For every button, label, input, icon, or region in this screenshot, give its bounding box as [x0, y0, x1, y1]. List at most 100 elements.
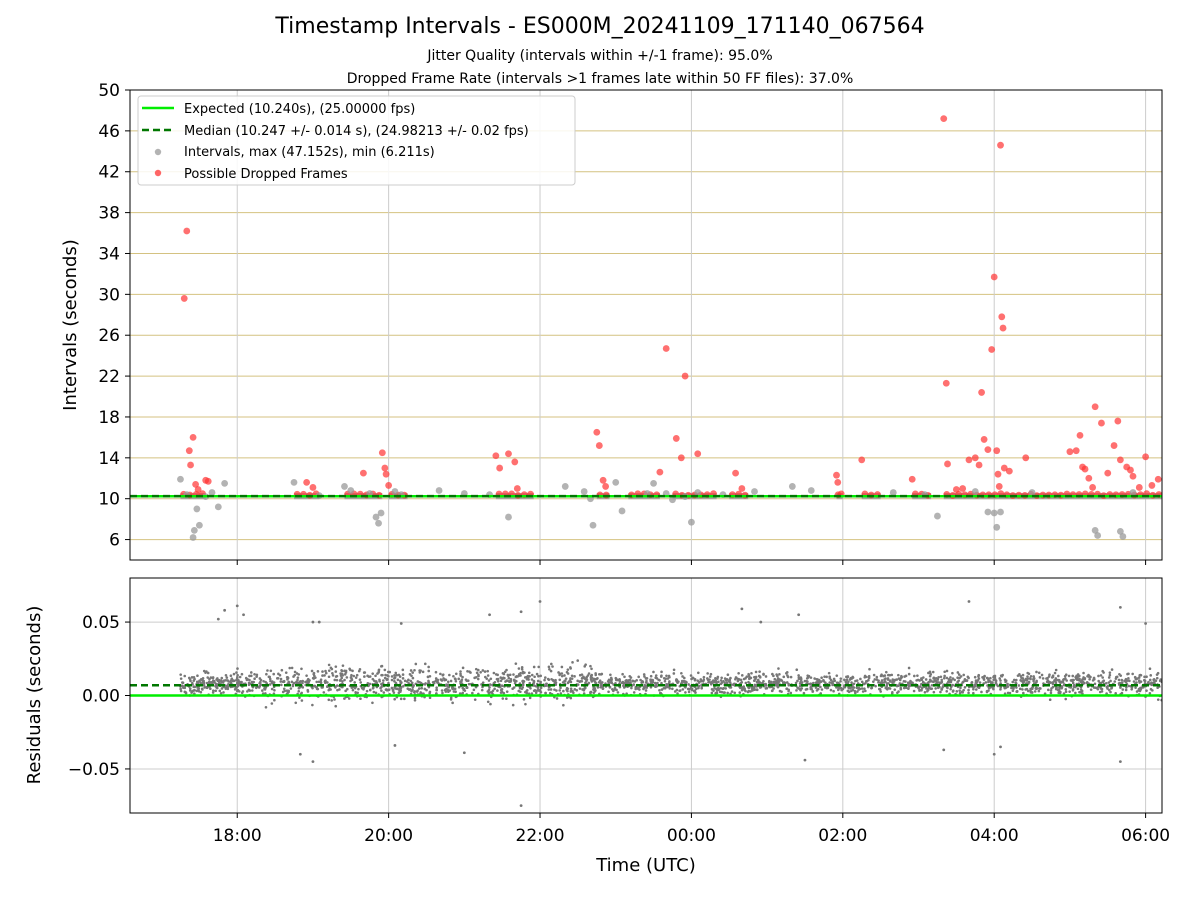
residual-point — [587, 672, 591, 675]
residual-point — [989, 676, 992, 680]
residual-point — [1108, 671, 1112, 674]
residual-point — [292, 681, 296, 685]
residual-point — [188, 687, 192, 690]
residual-point — [493, 680, 497, 684]
residual-point — [907, 672, 911, 676]
interval-point — [807, 487, 815, 494]
residual-point — [294, 701, 298, 705]
residual-point — [1034, 686, 1038, 690]
residual-point — [789, 691, 793, 695]
residual-point — [1032, 677, 1036, 681]
residual-point — [596, 686, 600, 689]
residual-point — [507, 676, 511, 680]
residual-point — [884, 670, 888, 674]
residual-point — [697, 684, 701, 688]
residual-point — [486, 669, 490, 673]
residual-point — [439, 672, 442, 676]
residual-point — [753, 675, 756, 679]
residual-point — [912, 689, 916, 693]
x-tick-label: 22:00 — [516, 826, 565, 846]
residual-point — [1071, 674, 1075, 678]
residual-point — [535, 689, 538, 693]
interval-point — [505, 513, 512, 521]
residual-point — [441, 673, 445, 676]
residual-point — [822, 679, 826, 683]
residual-outlier-point — [803, 758, 807, 762]
residual-point — [343, 697, 346, 700]
residual-point — [506, 673, 510, 677]
dropped-frame-point — [980, 436, 988, 443]
residual-point — [206, 676, 210, 679]
residual-point — [724, 679, 728, 682]
residual-point — [827, 671, 831, 675]
residual-point — [195, 680, 199, 684]
residual-point — [427, 680, 430, 684]
residual-point — [205, 686, 209, 690]
residual-point — [711, 680, 714, 684]
interval-point — [214, 503, 222, 511]
residual-point — [414, 662, 418, 666]
residual-point — [999, 686, 1003, 689]
residual-point — [349, 676, 353, 679]
residual-point — [503, 670, 507, 674]
dropped-frame-point — [975, 461, 983, 469]
residual-point — [863, 687, 866, 691]
residual-point — [1109, 690, 1112, 694]
residual-point — [1049, 691, 1053, 695]
residual-point — [348, 667, 351, 671]
dropped-frame-point — [971, 454, 979, 462]
residual-point — [360, 686, 364, 690]
residual-point — [863, 674, 867, 678]
residual-point — [501, 697, 505, 700]
residual-point — [1035, 670, 1038, 674]
residual-point — [530, 678, 534, 681]
residual-point — [717, 680, 720, 684]
residual-point — [649, 674, 653, 678]
dropped-frame-point — [995, 483, 1003, 490]
residual-point — [720, 681, 724, 684]
residual-point — [575, 688, 579, 692]
residual-outlier-point — [740, 607, 744, 611]
residual-point — [372, 690, 376, 694]
interval-point — [788, 483, 796, 490]
residual-point — [1132, 680, 1136, 683]
residual-point — [410, 674, 413, 678]
residual-point — [334, 665, 338, 668]
residual-point — [500, 687, 504, 691]
residual-point — [601, 681, 604, 684]
residual-point — [772, 674, 775, 678]
residual-point — [1148, 667, 1152, 671]
residual-point — [1057, 674, 1060, 678]
residual-point — [681, 675, 684, 678]
residual-point — [850, 681, 853, 684]
dropped-frame-points — [180, 115, 1162, 493]
residual-point — [316, 670, 320, 673]
residual-point — [676, 692, 679, 695]
residual-point — [806, 680, 809, 683]
residual-point — [1062, 692, 1066, 695]
residual-point — [939, 690, 942, 694]
residual-point — [453, 677, 457, 680]
residual-point — [772, 687, 775, 690]
residual-point — [752, 687, 756, 690]
residual-point — [1021, 677, 1025, 680]
residual-point — [1033, 690, 1037, 693]
dropped-frame-point — [1091, 403, 1099, 411]
dropped-frame-point — [1072, 447, 1080, 455]
residual-point — [569, 680, 573, 684]
residual-point — [399, 681, 402, 685]
residual-point — [832, 689, 835, 693]
residual-point — [1141, 686, 1144, 689]
residual-point — [532, 665, 536, 669]
residual-point — [514, 675, 518, 679]
residuals-y-tick-label: 0.00 — [82, 687, 120, 707]
residual-point — [444, 688, 447, 691]
residual-point — [188, 689, 192, 692]
residual-point — [702, 675, 706, 679]
residual-point — [440, 689, 444, 692]
residual-point — [519, 671, 522, 675]
residual-point — [314, 676, 317, 679]
dropped-frame-point — [694, 450, 702, 458]
